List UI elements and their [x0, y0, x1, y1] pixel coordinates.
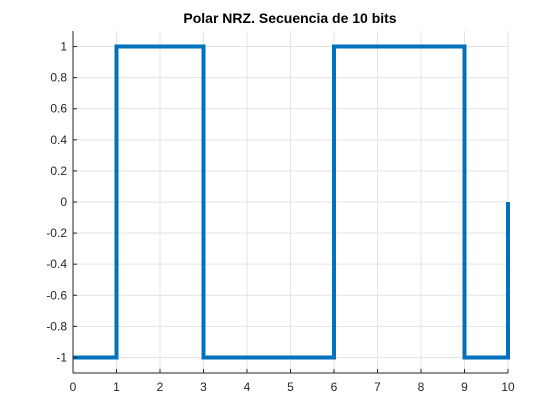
y-tick-label: 0.6: [50, 102, 67, 116]
x-tick-label: 8: [418, 380, 425, 394]
series-line-0: [73, 44, 510, 360]
y-tick-label: -0.2: [46, 226, 67, 240]
y-tick-label: 1: [60, 40, 67, 54]
chart-title: Polar NRZ. Secuencia de 10 bits: [183, 10, 396, 26]
y-tick-label: -0.8: [46, 319, 67, 333]
x-tick-label: 0: [70, 380, 77, 394]
y-tick-label: 0.4: [50, 133, 67, 147]
y-tick-label: -0.6: [46, 288, 67, 302]
y-tick-label: 0.2: [50, 164, 67, 178]
x-tick-label: 9: [461, 380, 468, 394]
x-tick-label: 2: [157, 380, 164, 394]
x-tick-label: 4: [244, 380, 251, 394]
y-tick-label: -0.4: [46, 257, 67, 271]
x-tick-label: 10: [501, 380, 515, 394]
x-tick-label: 7: [374, 380, 381, 394]
x-tick-label: 6: [331, 380, 338, 394]
x-tick-label: 1: [113, 380, 120, 394]
tick-labels: 0 1 2 3 4 5 6 7 8 9 10 1 0.8 0.6 0.4 0.2 0 -0.2 -0.4 -0.6 -0…: [46, 40, 515, 394]
ticks: [72, 46, 509, 373]
x-tick-label: 5: [287, 380, 294, 394]
series-layer: [73, 44, 510, 360]
x-tick-label: 3: [200, 380, 207, 394]
y-tick-label: -1: [56, 350, 67, 364]
y-tick-label: 0.8: [50, 71, 67, 85]
y-tick-label: 0: [60, 195, 67, 209]
